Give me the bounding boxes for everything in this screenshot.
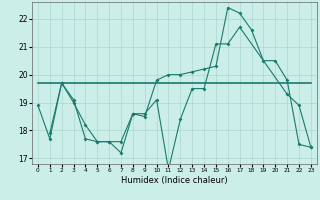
X-axis label: Humidex (Indice chaleur): Humidex (Indice chaleur) — [121, 176, 228, 185]
